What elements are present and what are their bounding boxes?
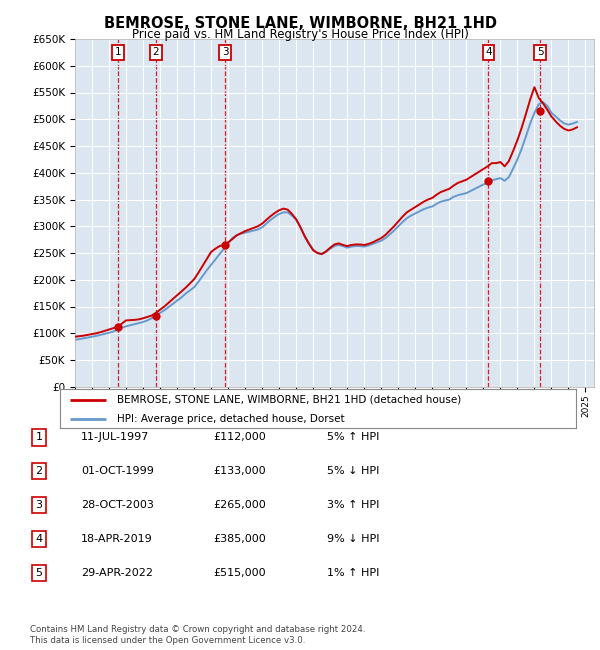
- Text: 5% ↓ HPI: 5% ↓ HPI: [327, 466, 379, 476]
- Text: 29-APR-2022: 29-APR-2022: [81, 567, 153, 578]
- Text: 3% ↑ HPI: 3% ↑ HPI: [327, 500, 379, 510]
- Text: 28-OCT-2003: 28-OCT-2003: [81, 500, 154, 510]
- Text: £133,000: £133,000: [213, 466, 266, 476]
- Text: £112,000: £112,000: [213, 432, 266, 443]
- Text: 5: 5: [537, 47, 544, 57]
- Text: 11-JUL-1997: 11-JUL-1997: [81, 432, 149, 443]
- Text: 2: 2: [35, 466, 43, 476]
- Text: BEMROSE, STONE LANE, WIMBORNE, BH21 1HD (detached house): BEMROSE, STONE LANE, WIMBORNE, BH21 1HD …: [117, 395, 461, 404]
- Text: 2: 2: [152, 47, 159, 57]
- Text: £515,000: £515,000: [213, 567, 266, 578]
- Text: 4: 4: [35, 534, 43, 544]
- Text: 18-APR-2019: 18-APR-2019: [81, 534, 153, 544]
- Text: 3: 3: [35, 500, 43, 510]
- Text: 01-OCT-1999: 01-OCT-1999: [81, 466, 154, 476]
- Text: 9% ↓ HPI: 9% ↓ HPI: [327, 534, 380, 544]
- Text: 4: 4: [485, 47, 492, 57]
- Text: 1: 1: [115, 47, 121, 57]
- Text: BEMROSE, STONE LANE, WIMBORNE, BH21 1HD: BEMROSE, STONE LANE, WIMBORNE, BH21 1HD: [104, 16, 497, 31]
- Text: 3: 3: [222, 47, 229, 57]
- Text: £265,000: £265,000: [213, 500, 266, 510]
- Text: 1: 1: [35, 432, 43, 443]
- Text: 1% ↑ HPI: 1% ↑ HPI: [327, 567, 379, 578]
- Text: £385,000: £385,000: [213, 534, 266, 544]
- Text: 5% ↑ HPI: 5% ↑ HPI: [327, 432, 379, 443]
- Text: Price paid vs. HM Land Registry's House Price Index (HPI): Price paid vs. HM Land Registry's House …: [131, 28, 469, 41]
- Text: Contains HM Land Registry data © Crown copyright and database right 2024.
This d: Contains HM Land Registry data © Crown c…: [30, 625, 365, 645]
- Text: HPI: Average price, detached house, Dorset: HPI: Average price, detached house, Dors…: [117, 414, 344, 424]
- Text: 5: 5: [35, 567, 43, 578]
